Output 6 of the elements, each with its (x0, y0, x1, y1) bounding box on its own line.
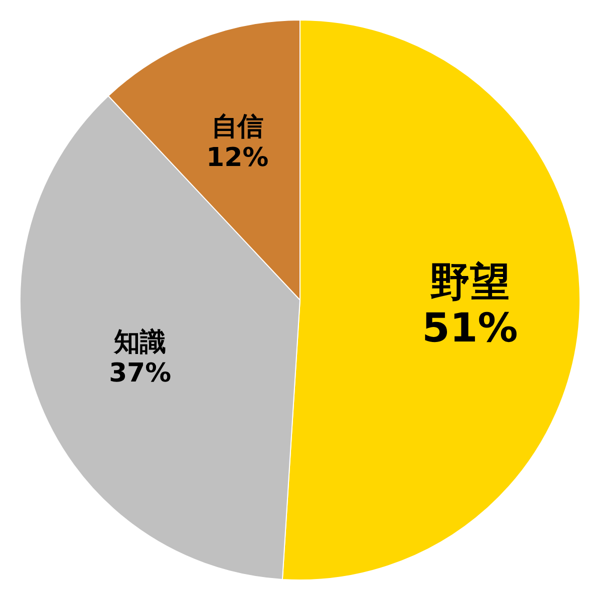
data-label: 37% (108, 358, 172, 389)
data-label: 51% (422, 305, 518, 352)
slice-label: 知識 (113, 328, 166, 358)
data-label: 12% (206, 142, 269, 173)
slice-label: 野望 (430, 259, 510, 306)
slice-label: 自信 (211, 112, 264, 142)
